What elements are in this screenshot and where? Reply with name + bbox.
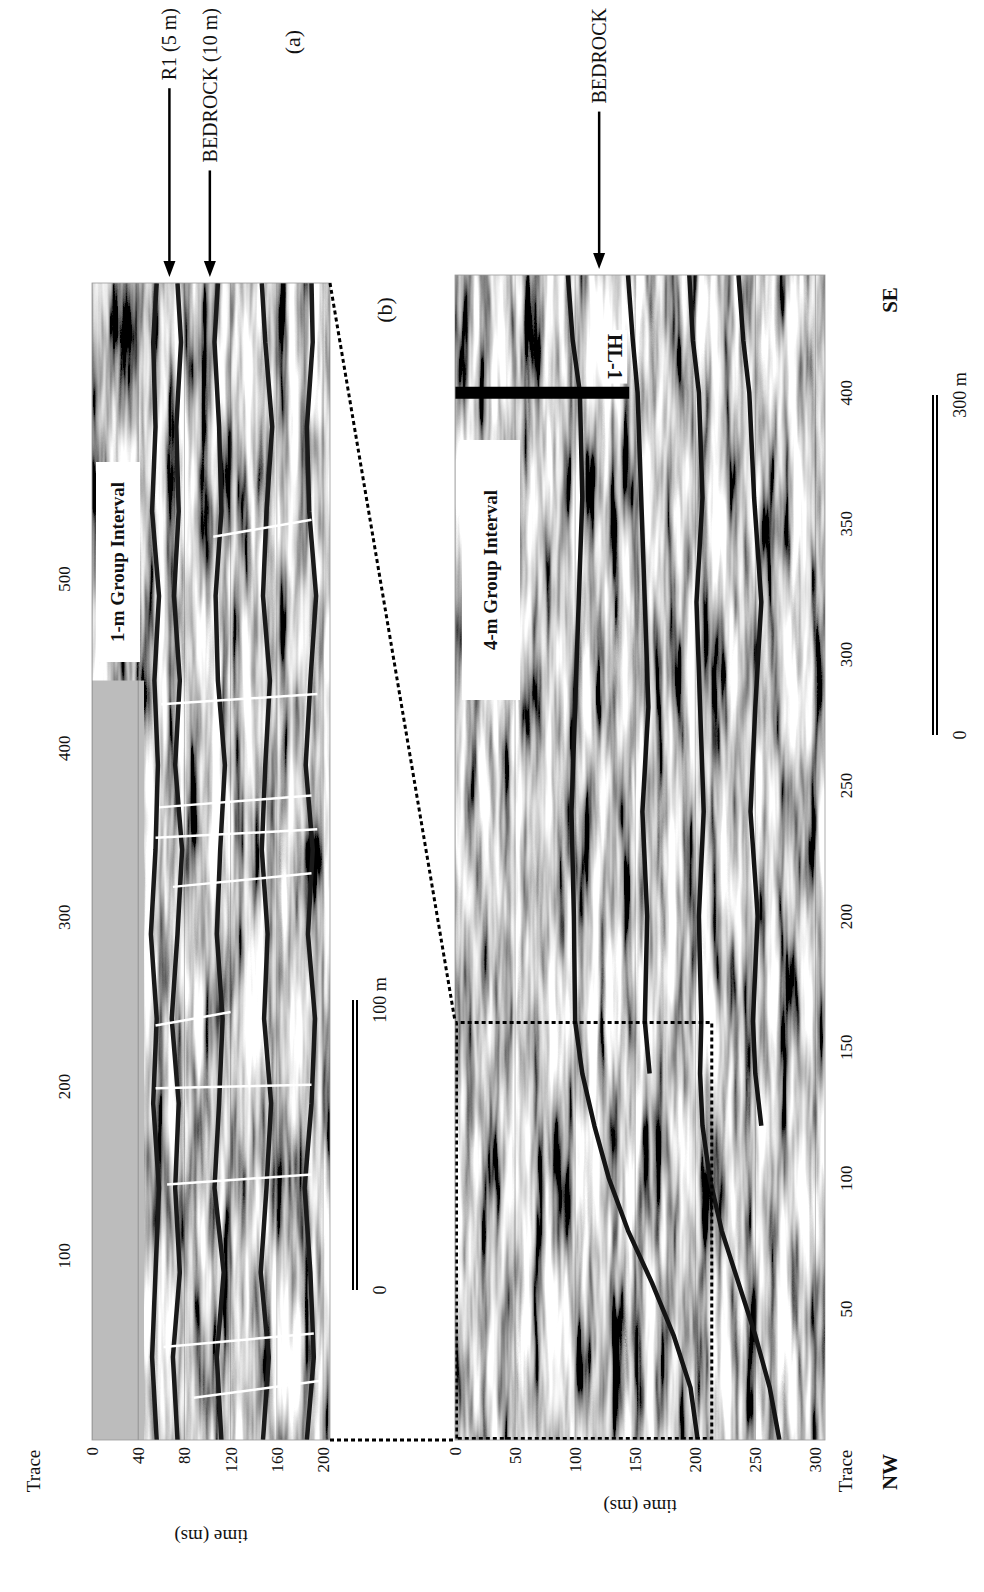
y-tick-label: 200: [314, 1447, 333, 1473]
reflector: [568, 275, 698, 1440]
fault-line: [156, 1012, 231, 1026]
zoom-connector: [330, 283, 455, 1021]
seismic-section: [144, 283, 330, 1440]
reflector: [305, 283, 317, 1440]
direction-label: SE: [878, 287, 902, 313]
annotation: BEDROCK: [588, 7, 610, 103]
y-tick-label: 300: [806, 1447, 825, 1473]
plot-area: [92, 283, 330, 1440]
figure: 10020030040050004080120160200Tracetime (…: [23, 7, 970, 1547]
x-tick-label: 350: [837, 511, 856, 537]
scale-label: 100 m: [370, 977, 390, 1023]
label-patch: [603, 330, 627, 384]
annotation: BEDROCK (10 m): [199, 8, 222, 162]
arrow-head: [204, 261, 216, 277]
inset-box: [96, 462, 140, 662]
fault-line: [161, 694, 317, 704]
y-tick-label: 250: [746, 1447, 765, 1473]
x-tick-label: 400: [55, 735, 74, 761]
grid-line: [184, 283, 185, 1440]
y-axis-title: time (ms): [174, 1525, 247, 1547]
fault-line: [156, 1085, 312, 1088]
grid-line: [276, 283, 277, 1440]
borehole-label: HL-1: [604, 334, 626, 380]
reflector: [628, 275, 650, 1074]
zoom-connector: [330, 1439, 455, 1442]
reflector: [261, 283, 273, 1440]
annotation-arrow: [168, 88, 171, 265]
plot-area: [455, 275, 825, 1440]
grid-line: [695, 275, 696, 1440]
y-tick-label: 0: [446, 1447, 465, 1456]
grid-line: [323, 283, 324, 1440]
x-axis-title: Trace: [23, 1450, 44, 1493]
fault-line: [173, 873, 312, 887]
x-tick-label: 250: [837, 773, 856, 799]
fault-line: [194, 1381, 321, 1398]
y-tick-label: 40: [129, 1447, 148, 1464]
reflector: [172, 283, 182, 1440]
grid-line: [138, 283, 139, 1440]
inset-label: 1-m Group Interval: [107, 482, 128, 642]
x-tick-label: 100: [55, 1243, 74, 1269]
seismic-section: [455, 275, 825, 1440]
annotation-arrow: [209, 170, 212, 265]
annotation: R1 (5 m): [158, 8, 181, 80]
grid-line: [635, 275, 636, 1440]
arrow-head: [593, 253, 605, 269]
panel-label: (a): [280, 30, 305, 54]
fault-line: [156, 829, 318, 837]
plot-frame: [92, 283, 330, 1440]
y-tick-label: 100: [566, 1447, 585, 1473]
x-tick-label: 200: [55, 1074, 74, 1100]
fault-line: [159, 796, 312, 808]
fault-line: [213, 520, 311, 537]
y-tick-label: 0: [83, 1447, 102, 1456]
x-tick-label: 150: [837, 1035, 856, 1061]
grid-line: [230, 283, 231, 1440]
x-tick-label: 50: [837, 1301, 856, 1318]
scale-label: 0: [370, 1286, 390, 1295]
reflector: [215, 283, 225, 1440]
mute-zone: [92, 681, 144, 1440]
arrow-head: [163, 261, 175, 277]
x-axis-title: Trace: [835, 1450, 856, 1493]
y-tick-label: 120: [222, 1447, 241, 1473]
x-tick-label: 400: [837, 380, 856, 406]
zoom-box: [457, 1023, 712, 1439]
x-tick-label: 200: [837, 904, 856, 930]
direction-label: NW: [878, 1454, 902, 1490]
y-tick-label: 150: [626, 1447, 645, 1473]
borehole: [455, 387, 629, 399]
scale-label: 300 m: [950, 372, 970, 418]
reflector: [739, 275, 762, 1126]
y-tick-label: 200: [686, 1447, 705, 1473]
y-axis-title: time (ms): [603, 1495, 676, 1517]
x-tick-label: 500: [55, 566, 74, 592]
scale-bar: [352, 1000, 354, 1290]
scale-bar: [932, 395, 934, 735]
inset-label: 4-m Group Interval: [480, 490, 501, 650]
plot-frame: [455, 275, 825, 1440]
scale-bar: [936, 395, 938, 735]
fault-line: [167, 1174, 311, 1184]
y-tick-label: 160: [268, 1447, 287, 1473]
fault-line: [164, 1333, 314, 1347]
grid-line: [815, 275, 816, 1440]
x-tick-label: 100: [837, 1165, 856, 1191]
annotation-arrow: [598, 112, 601, 257]
reflector: [689, 275, 779, 1440]
scale-bar: [356, 1000, 358, 1290]
y-tick-label: 50: [506, 1447, 525, 1464]
scale-label: 0: [950, 731, 970, 740]
inset-box: [462, 440, 520, 700]
x-tick-label: 300: [837, 642, 856, 668]
reflector: [151, 283, 159, 1440]
figure-root: 10020030040050004080120160200Tracetime (…: [0, 0, 984, 1592]
panel-label: (b): [372, 297, 397, 323]
x-tick-label: 300: [55, 905, 74, 931]
y-tick-label: 80: [175, 1447, 194, 1464]
